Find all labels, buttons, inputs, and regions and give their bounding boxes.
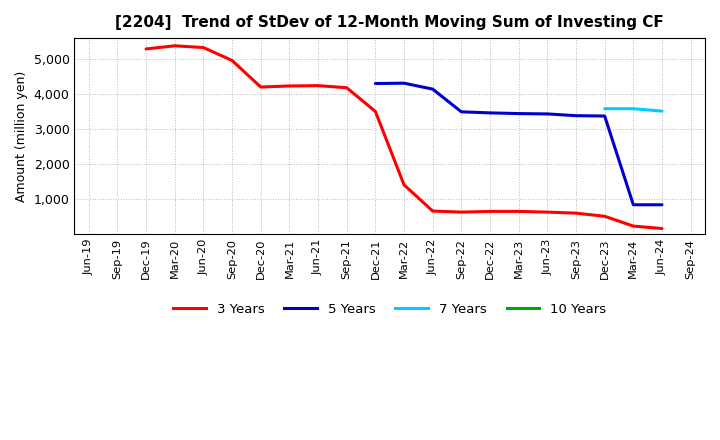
Y-axis label: Amount (million yen): Amount (million yen)	[15, 70, 28, 202]
Title: [2204]  Trend of StDev of 12-Month Moving Sum of Investing CF: [2204] Trend of StDev of 12-Month Moving…	[115, 15, 664, 30]
Legend: 3 Years, 5 Years, 7 Years, 10 Years: 3 Years, 5 Years, 7 Years, 10 Years	[168, 297, 611, 321]
